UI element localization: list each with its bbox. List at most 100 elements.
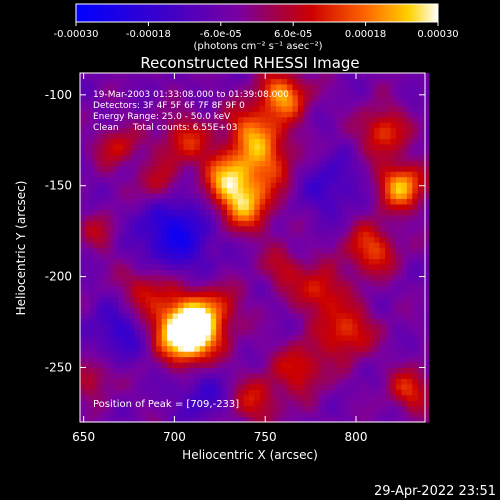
heatmap-cell [243, 280, 250, 287]
heatmap-cell [188, 225, 195, 232]
heatmap-cell [123, 296, 130, 303]
heatmap-cell [314, 378, 321, 385]
heatmap-cell [374, 411, 381, 418]
heatmap-cell [254, 111, 261, 118]
heatmap-cell [150, 176, 157, 183]
heatmap-cell [145, 291, 152, 298]
heatmap-cell [281, 280, 288, 287]
heatmap-cell [259, 105, 266, 112]
heatmap-cell [412, 209, 419, 216]
heatmap-cell [139, 291, 146, 298]
heatmap-cell [314, 165, 321, 172]
heatmap-cell [412, 258, 419, 265]
heatmap-cell [374, 78, 381, 85]
heatmap-cell [205, 258, 212, 265]
heatmap-cell [390, 280, 397, 287]
heatmap-cell [401, 378, 408, 385]
heatmap-cell [232, 94, 239, 101]
heatmap-cell [210, 209, 217, 216]
heatmap-cell [401, 203, 408, 210]
heatmap-cell [390, 323, 397, 330]
heatmap-cell [232, 100, 239, 107]
heatmap-cell [395, 176, 402, 183]
heatmap-cell [101, 122, 108, 129]
heatmap-cell [330, 78, 337, 85]
heatmap-cell [188, 203, 195, 210]
heatmap-cell [297, 111, 304, 118]
heatmap-cell [129, 160, 136, 167]
heatmap-cell [270, 372, 277, 379]
heatmap-cell [172, 236, 179, 243]
heatmap-cell [303, 378, 310, 385]
heatmap-cell [336, 236, 343, 243]
heatmap-cell [134, 149, 141, 156]
heatmap-cell [227, 269, 234, 276]
heatmap-cell [341, 160, 348, 167]
heatmap-cell [292, 83, 299, 90]
heatmap-cell [379, 111, 386, 118]
heatmap-cell [156, 83, 163, 90]
heatmap-cell [297, 258, 304, 265]
heatmap-cell [270, 356, 277, 363]
heatmap-cell [357, 302, 364, 309]
heatmap-cell [178, 171, 185, 178]
heatmap-cell [270, 291, 277, 298]
heatmap-cell [390, 372, 397, 379]
heatmap-cell [101, 345, 108, 352]
heatmap-cell [390, 89, 397, 96]
heatmap-cell [178, 176, 185, 183]
heatmap-cell [390, 296, 397, 303]
heatmap-cell [379, 127, 386, 134]
heatmap-cell [90, 176, 97, 183]
heatmap-cell [232, 263, 239, 270]
heatmap-cell [265, 73, 272, 80]
heatmap-cell [314, 394, 321, 401]
heatmap-cell [379, 307, 386, 314]
heatmap-cell [325, 274, 332, 281]
heatmap-cell [303, 171, 310, 178]
heatmap-cell [281, 105, 288, 112]
heatmap-cell [412, 187, 419, 194]
heatmap-cell [237, 73, 245, 80]
heatmap-cell [205, 122, 212, 129]
heatmap-cell [336, 105, 343, 112]
heatmap-cell [406, 378, 413, 385]
heatmap-cell [85, 160, 92, 167]
heatmap-cell [423, 296, 430, 303]
heatmap-cell [156, 411, 163, 418]
heatmap-cell [161, 160, 168, 167]
heatmap-cell [287, 291, 294, 298]
heatmap-cell [417, 182, 424, 189]
heatmap-cell [118, 285, 125, 292]
heatmap-cell [297, 362, 304, 369]
heatmap-cell [101, 247, 108, 254]
heatmap-cell [172, 356, 179, 363]
heatmap-cell [112, 116, 119, 123]
heatmap-cell [112, 296, 119, 303]
heatmap-cell [292, 165, 299, 172]
heatmap-cell [248, 236, 255, 243]
heatmap-cell [352, 263, 359, 270]
annotations: 19-Mar-2003 01:33:08.000 to 01:39:08.000… [93, 90, 289, 410]
heatmap-cell [172, 307, 179, 314]
heatmap-cell [292, 378, 299, 385]
heatmap-cell [150, 258, 157, 265]
heatmap-cell [259, 100, 266, 107]
heatmap-cell [303, 263, 310, 270]
heatmap-cell [417, 111, 424, 118]
heatmap-cell [297, 372, 304, 379]
heatmap-cell [281, 214, 288, 221]
heatmap-cell [248, 198, 255, 205]
heatmap-cell [183, 192, 190, 200]
heatmap-cell [341, 269, 348, 276]
heatmap-cell [205, 83, 212, 90]
heatmap-cell [412, 416, 419, 423]
heatmap-cell [145, 247, 152, 254]
heatmap-cell [167, 225, 174, 232]
heatmap-cell [401, 280, 408, 287]
heatmap-cell [281, 182, 288, 189]
heatmap-cell [205, 302, 212, 309]
heatmap-cell [172, 220, 179, 227]
annotation-time: 19-Mar-2003 01:33:08.000 to 01:39:08.000 [93, 90, 289, 100]
heatmap-cell [281, 122, 288, 129]
